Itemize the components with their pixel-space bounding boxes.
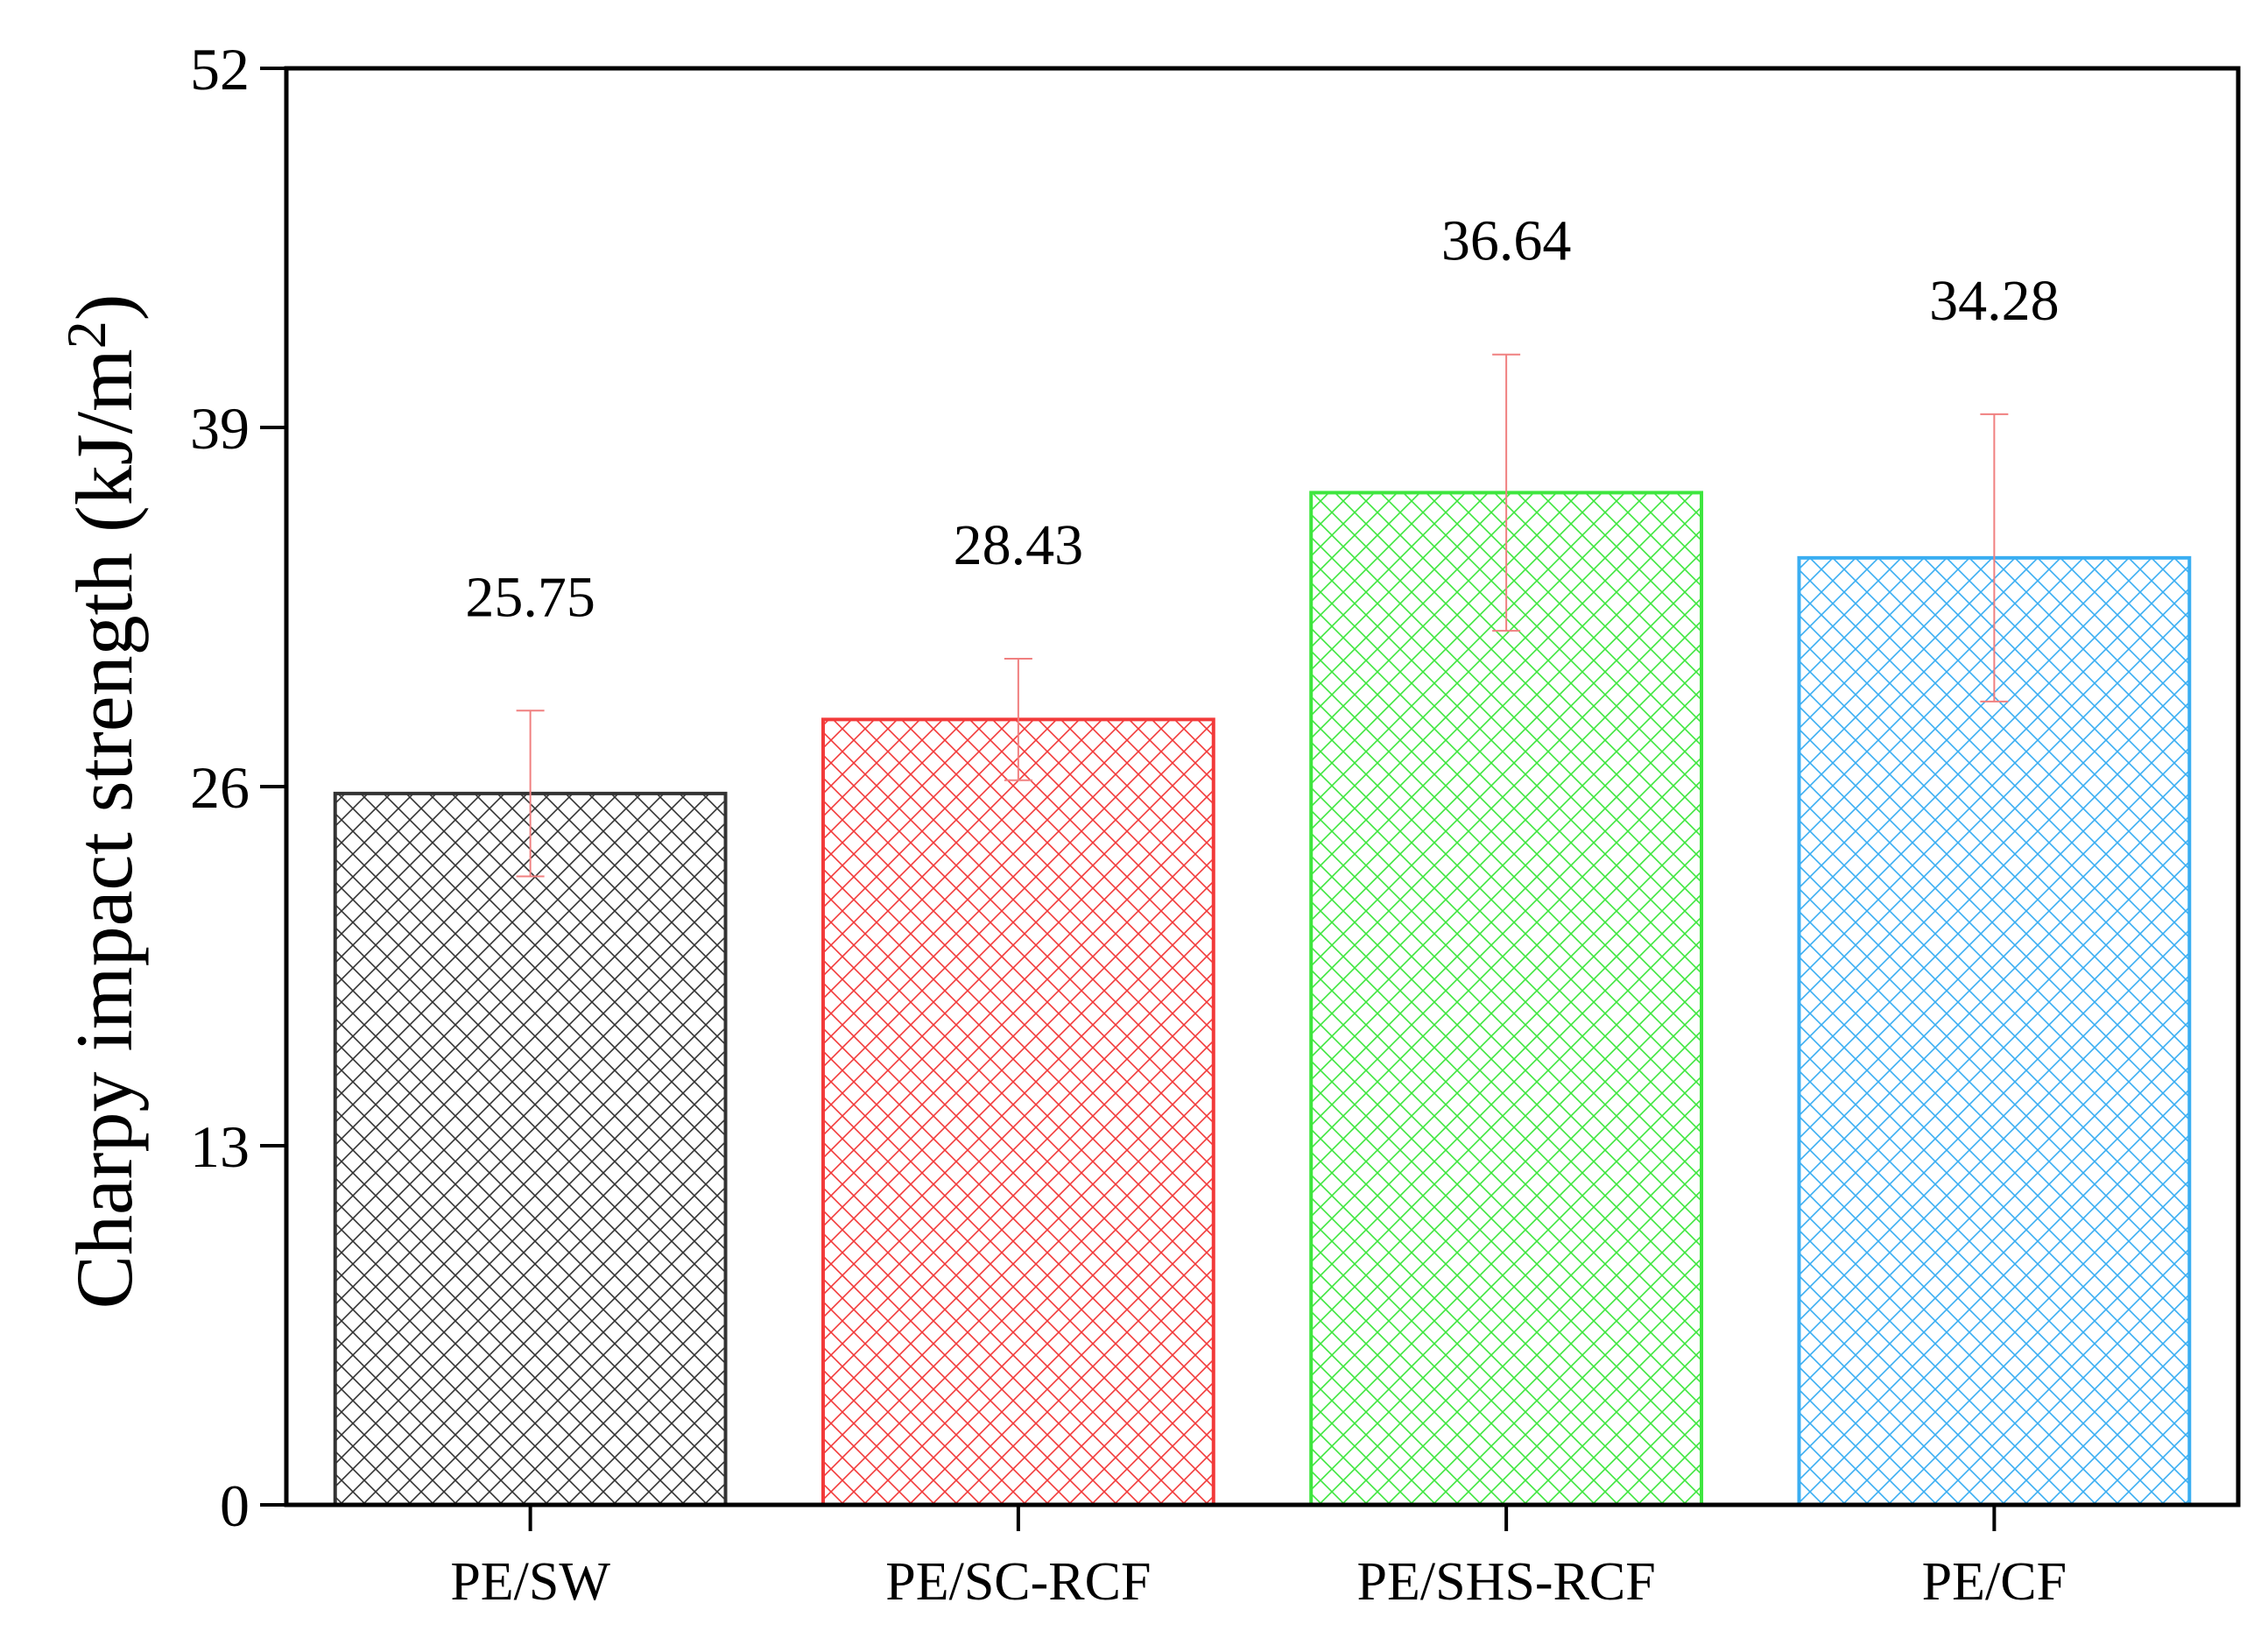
y-axis-label: Charpy impact strength (kJ/m2) xyxy=(55,294,149,1310)
y-axis-label-sup: 2 xyxy=(55,321,117,349)
y-axis-label-main: Charpy impact strength (kJ/m xyxy=(60,349,149,1309)
x-tick-label: PE/SC-RCF xyxy=(885,1552,1151,1612)
y-tick-label: 39 xyxy=(190,395,250,462)
bar xyxy=(821,717,1215,1507)
bar xyxy=(333,791,728,1507)
x-tick-label: PE/SW xyxy=(450,1552,610,1612)
y-tick-label: 26 xyxy=(190,754,250,821)
y-tick-label: 13 xyxy=(190,1113,250,1180)
x-tick-label: PE/CF xyxy=(1922,1552,2067,1612)
plot-frame xyxy=(284,66,2241,1507)
data-label: 28.43 xyxy=(954,513,1084,577)
data-label: 34.28 xyxy=(1929,269,2060,333)
y-tick-label: 0 xyxy=(220,1472,250,1539)
y-tick-label: 52 xyxy=(190,36,250,102)
data-label: 36.64 xyxy=(1441,209,1572,273)
bar xyxy=(1309,491,1704,1507)
y-axis-label-close: ) xyxy=(60,294,149,321)
bar xyxy=(1797,555,2192,1507)
x-tick-label: PE/SHS-RCF xyxy=(1357,1552,1656,1612)
data-label: 25.75 xyxy=(465,565,595,629)
